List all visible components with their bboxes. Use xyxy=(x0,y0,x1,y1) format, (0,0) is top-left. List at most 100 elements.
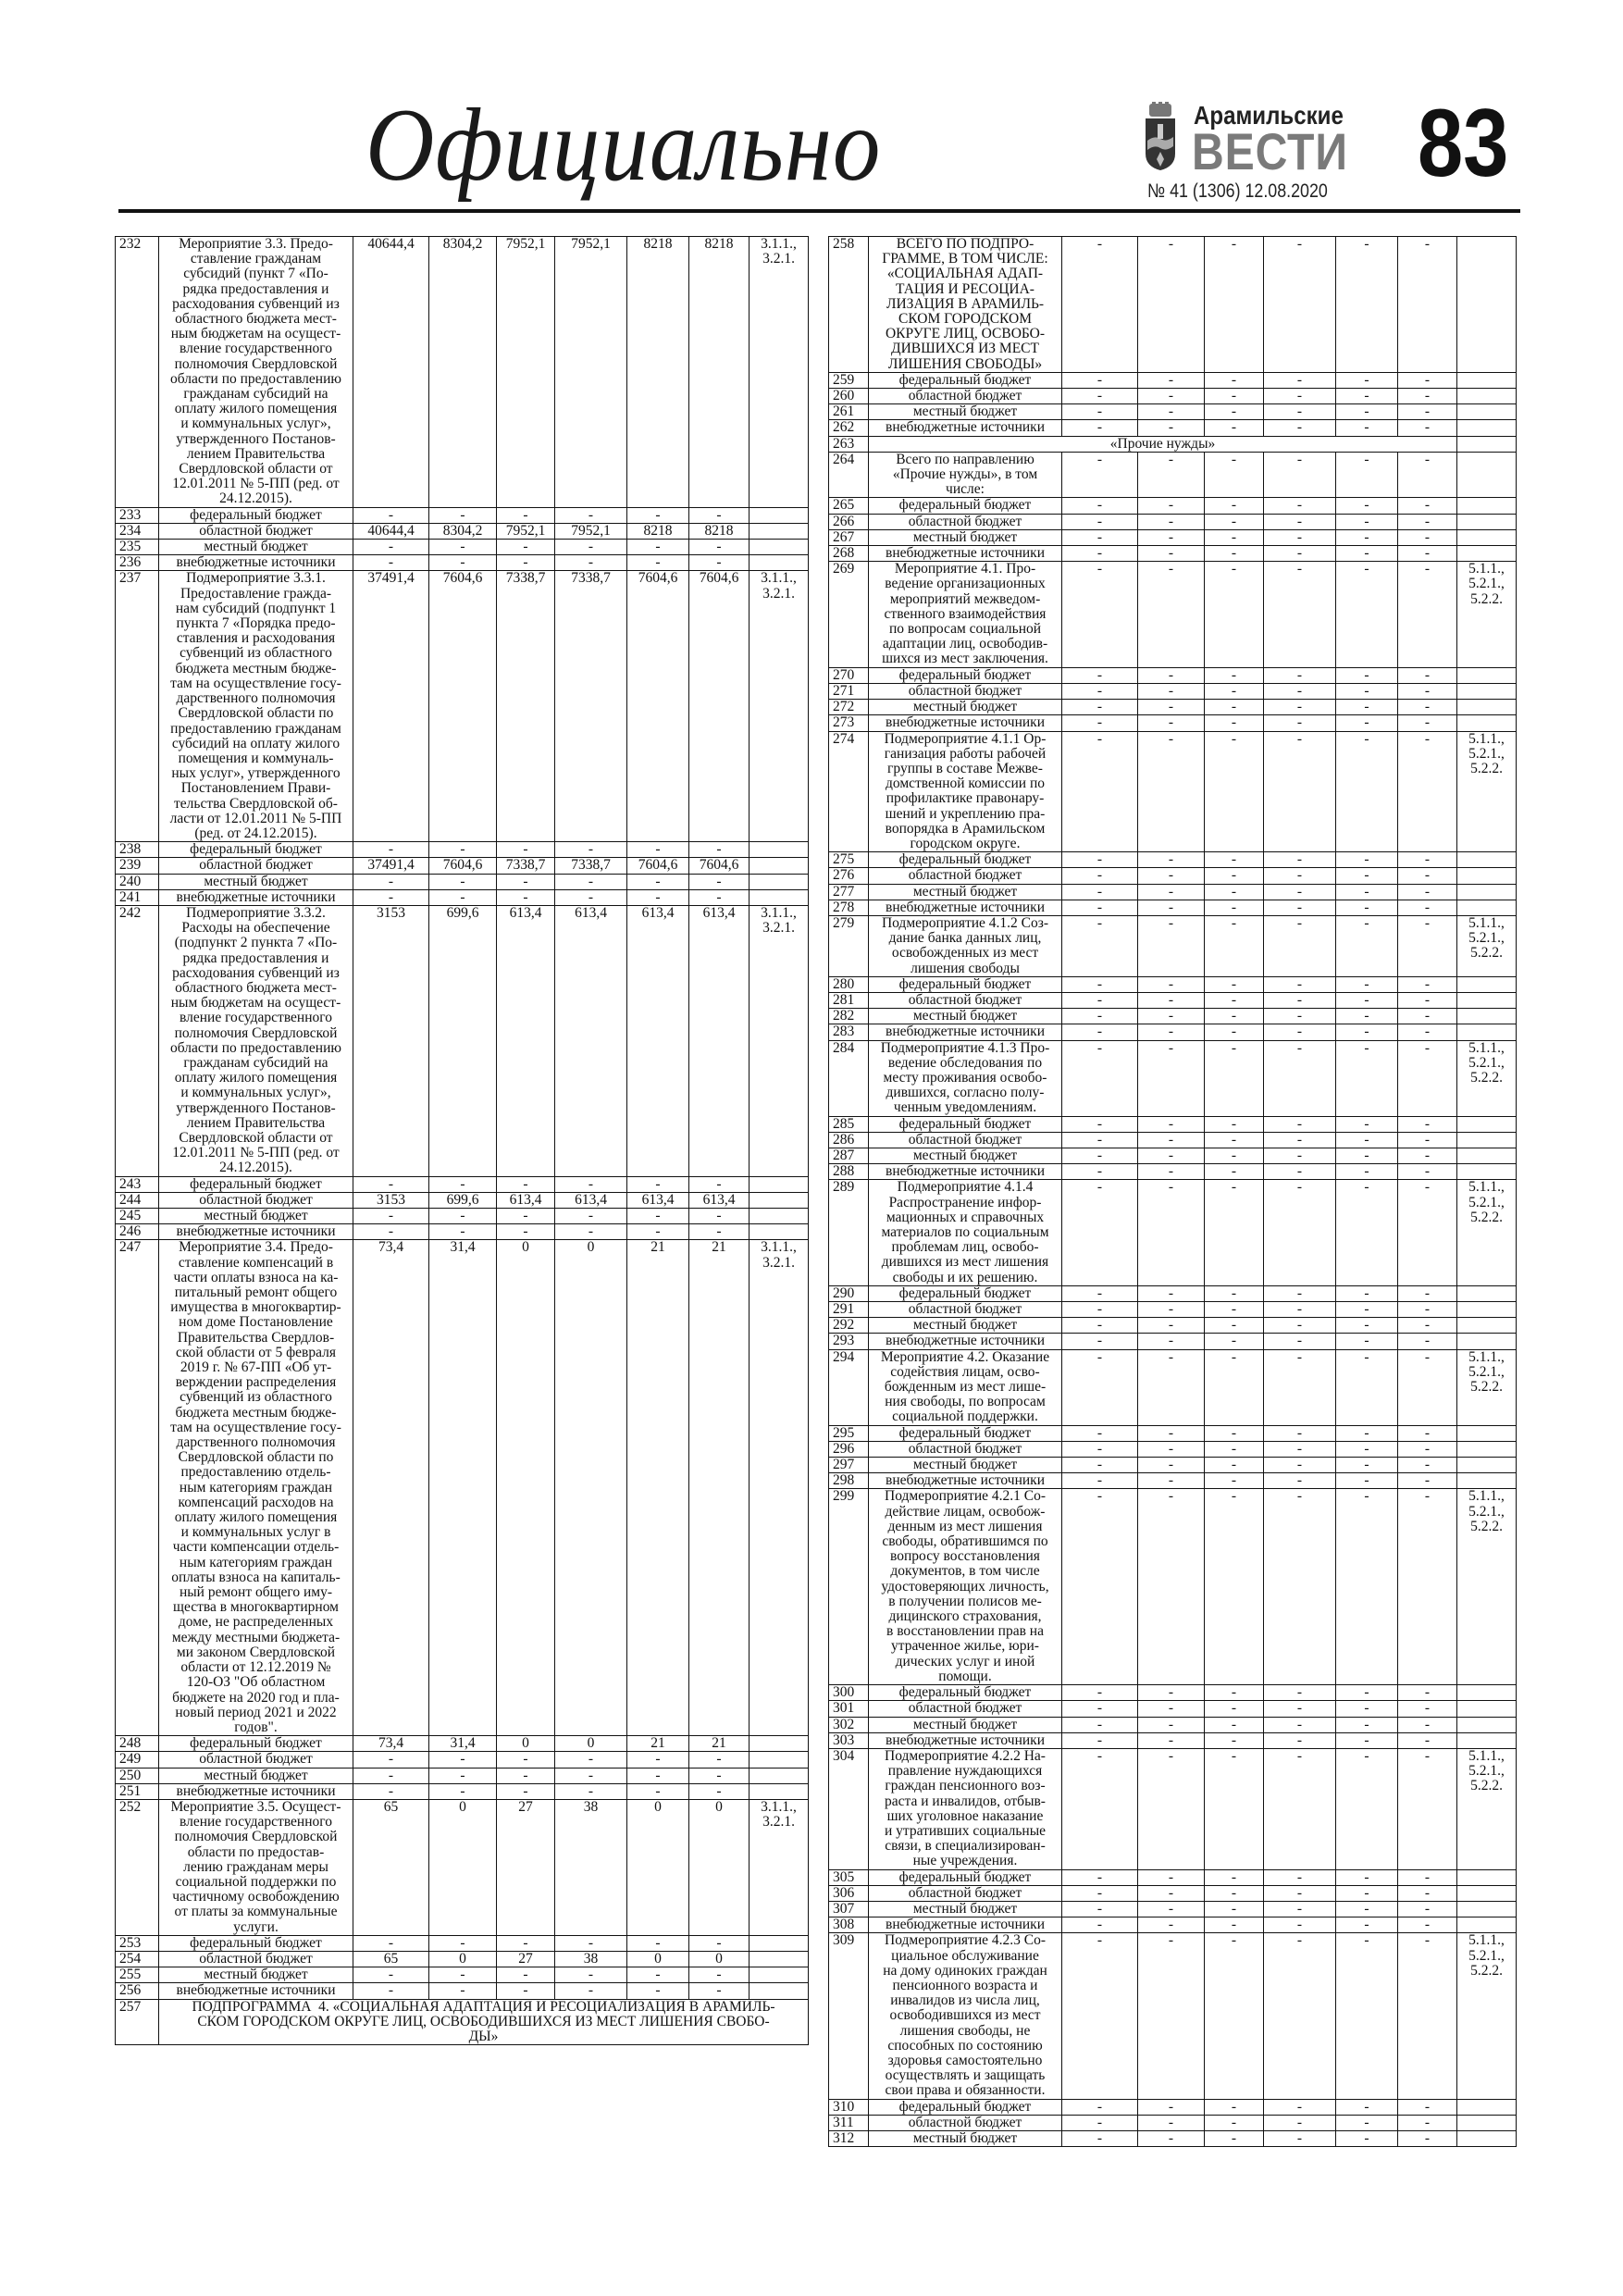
value-cell: - xyxy=(353,888,429,906)
value-cell: - xyxy=(1204,1457,1264,1474)
value-cell: - xyxy=(1397,975,1457,993)
value-cell: - xyxy=(1397,545,1457,563)
value-cell: - xyxy=(1397,730,1457,853)
value-cell: - xyxy=(1335,682,1398,701)
item-name: местный бюджет xyxy=(158,539,353,556)
value-cell: - xyxy=(1397,403,1457,421)
value-cell: 7604,6 xyxy=(688,857,750,875)
target-code: 3.1.1., 3.2.1. xyxy=(749,236,809,508)
row-number: 292 xyxy=(828,1317,869,1334)
row-number: 268 xyxy=(828,545,869,563)
target-code xyxy=(1456,991,1517,1010)
table-row: 265 федеральный бюджет - - - - - - xyxy=(828,497,1517,515)
value-cell: - xyxy=(1397,1424,1457,1442)
value-cell: 0 xyxy=(554,1735,627,1753)
table-row: 240 местный бюджет - - - - - - xyxy=(115,873,809,890)
value-cell: - xyxy=(1397,867,1457,885)
value-cell: - xyxy=(1335,1039,1398,1117)
target-code xyxy=(1456,2114,1517,2131)
header-rule xyxy=(118,209,1520,213)
table-row: 264 Всего по направлению «Прочие нужды», … xyxy=(828,451,1517,499)
value-cell: - xyxy=(496,841,555,859)
value-cell: - xyxy=(626,539,689,556)
item-name: местный бюджет xyxy=(158,1767,353,1784)
value-cell: - xyxy=(1061,851,1138,869)
value-cell: - xyxy=(1137,1457,1205,1474)
value-cell: - xyxy=(1397,1747,1457,1870)
row-number: 309 xyxy=(828,1932,869,2100)
value-cell: - xyxy=(1137,1716,1205,1733)
row-number: 293 xyxy=(828,1333,869,1350)
table-row: 282 местный бюджет - - - - - - xyxy=(828,1008,1517,1025)
value-cell: - xyxy=(1061,1301,1138,1319)
value-cell: - xyxy=(626,506,689,524)
value-cell: - xyxy=(353,1175,429,1193)
value-cell: - xyxy=(1204,666,1264,684)
value-cell: - xyxy=(1335,1348,1398,1426)
value-cell: - xyxy=(1061,730,1138,853)
value-cell: - xyxy=(1397,1440,1457,1458)
target-code xyxy=(1456,699,1517,716)
value-cell: - xyxy=(1397,1884,1457,1902)
value-cell: - xyxy=(428,1767,497,1784)
value-cell: - xyxy=(1263,1716,1336,1733)
table-row: 287 местный бюджет - - - - - - xyxy=(828,1147,1517,1165)
value-cell: - xyxy=(1204,1131,1264,1148)
table-row: 302 местный бюджет - - - - - - xyxy=(828,1716,1517,1733)
value-cell: 31,4 xyxy=(428,1239,497,1737)
item-name: внебюджетные источники xyxy=(158,1982,353,2000)
value-cell: - xyxy=(1061,1457,1138,1474)
item-name: ВСЕГО ПО ПОДПРО- ГРАММЕ, В ТОМ ЧИСЛЕ: «С… xyxy=(868,236,1062,373)
target-code xyxy=(1456,1440,1517,1458)
value-cell: - xyxy=(1061,1147,1138,1165)
value-cell: - xyxy=(1397,451,1457,499)
row-number: 301 xyxy=(828,1700,869,1718)
value-cell: - xyxy=(554,1223,627,1241)
value-cell: - xyxy=(428,1207,497,1225)
value-cell: - xyxy=(1137,2098,1205,2116)
value-cell: - xyxy=(1204,1868,1264,1886)
value-cell: - xyxy=(1335,1163,1398,1181)
value-cell: - xyxy=(1137,545,1205,563)
value-cell: - xyxy=(1335,513,1398,530)
value-cell: - xyxy=(1137,1884,1205,1902)
value-cell: - xyxy=(1061,1424,1138,1442)
target-code xyxy=(1456,1868,1517,1886)
value-cell: - xyxy=(1204,699,1264,716)
value-cell: - xyxy=(496,1223,555,1241)
item-name: Мероприятие 4.1. Про- ведение организаци… xyxy=(868,561,1062,668)
value-cell: - xyxy=(1335,561,1398,668)
row-number: 255 xyxy=(115,1967,159,1984)
value-cell: - xyxy=(1397,1716,1457,1733)
value-cell: - xyxy=(1335,1115,1398,1133)
row-number: 283 xyxy=(828,1024,869,1041)
item-name: Подмероприятие 4.2.1 Со- действие лицам,… xyxy=(868,1488,1062,1686)
value-cell: 21 xyxy=(688,1239,750,1737)
row-number: 291 xyxy=(828,1301,869,1319)
value-cell: - xyxy=(1263,528,1336,547)
value-cell: - xyxy=(1204,451,1264,499)
item-name: Мероприятие 3.5. Осущест- вление государ… xyxy=(158,1798,353,1936)
value-cell: 0 xyxy=(428,1950,497,1968)
value-cell: - xyxy=(1204,1039,1264,1117)
table-row: 257 ПОДПРОГРАММА 4. «СОЦИАЛЬНАЯ АДАПТАЦИЯ… xyxy=(115,1998,809,2046)
row-number: 294 xyxy=(828,1348,869,1426)
value-cell: - xyxy=(1204,561,1264,668)
value-cell: - xyxy=(1335,1472,1398,1490)
value-cell: - xyxy=(1263,1039,1336,1117)
target-code xyxy=(1456,883,1517,900)
value-cell: - xyxy=(1137,682,1205,701)
target-code xyxy=(1456,435,1517,453)
value-cell: - xyxy=(1335,497,1398,515)
value-cell: - xyxy=(1263,975,1336,993)
value-cell: - xyxy=(1335,1457,1398,1474)
target-code xyxy=(1456,419,1517,437)
target-code: 3.1.1., 3.2.1. xyxy=(749,1239,809,1737)
value-cell: - xyxy=(688,1751,750,1769)
value-cell: - xyxy=(1061,666,1138,684)
value-cell: 8304,2 xyxy=(428,522,497,540)
target-code xyxy=(1456,545,1517,563)
value-cell: - xyxy=(1204,528,1264,547)
value-cell: - xyxy=(353,1207,429,1225)
item-name: федеральный бюджет xyxy=(868,1115,1062,1133)
